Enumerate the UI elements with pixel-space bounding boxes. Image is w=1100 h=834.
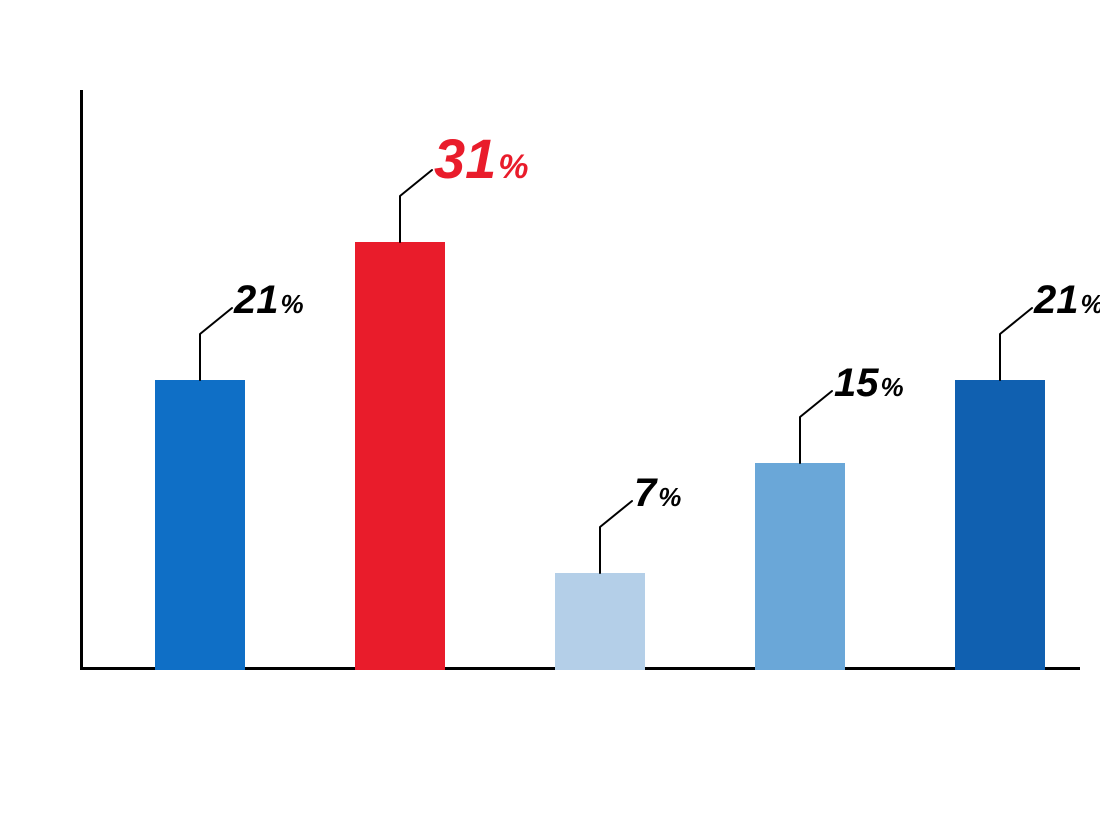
bar [555, 573, 645, 670]
bar [355, 242, 445, 670]
bar [755, 463, 845, 670]
bar [955, 380, 1045, 670]
leader-line [798, 389, 834, 465]
value-number: 15 [834, 363, 879, 403]
leader-line [198, 306, 234, 382]
bar-value-label: 21% [1034, 280, 1100, 320]
bar-chart: 21%31%7%15%21% [0, 0, 1100, 834]
bar-value-label: 15% [834, 363, 904, 403]
bar-value-label: 7% [634, 473, 681, 513]
value-number: 31 [434, 131, 496, 187]
percent-sign: % [658, 484, 681, 510]
percent-sign: % [498, 150, 528, 184]
percent-sign: % [1081, 291, 1100, 317]
y-axis [80, 90, 83, 670]
bar-value-label: 21% [234, 280, 304, 320]
bar-value-label-highlight: 31% [434, 131, 529, 187]
value-number: 7 [634, 473, 656, 513]
percent-sign: % [281, 291, 304, 317]
percent-sign: % [881, 374, 904, 400]
leader-line [998, 306, 1034, 382]
value-number: 21 [1034, 280, 1079, 320]
leader-line [398, 168, 434, 244]
value-number: 21 [234, 280, 279, 320]
leader-line [598, 499, 634, 575]
bar [155, 380, 245, 670]
